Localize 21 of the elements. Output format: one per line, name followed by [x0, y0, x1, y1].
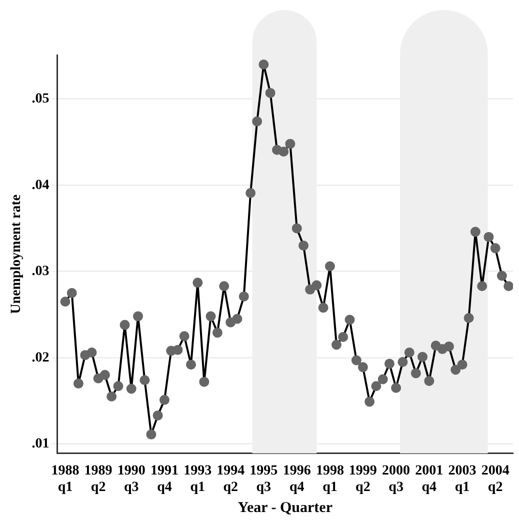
- y-tick-label: .01: [32, 436, 50, 452]
- y-tick-label: .04: [32, 178, 50, 193]
- y-axis-title: Unemployment rate: [9, 194, 24, 314]
- y-tick-label: .02: [32, 350, 50, 366]
- x-tick-label: 1990 q3: [117, 463, 146, 496]
- x-axis-title: Year - Quarter: [238, 500, 333, 516]
- y-tick-label: .03: [32, 264, 50, 280]
- x-tick-label: 1999 q2: [348, 463, 377, 496]
- x-tick-label: 1996 q4: [282, 463, 311, 496]
- x-tick-label: 2004 q2: [481, 463, 510, 496]
- x-tick-label: 1994 q2: [216, 463, 245, 496]
- x-tick-label: 2003 q1: [448, 463, 476, 496]
- x-tick-label: 1995 q3: [250, 463, 278, 496]
- x-tick-label: 1991 q4: [150, 463, 178, 496]
- x-tick-label: 2001 q4: [415, 463, 444, 496]
- y-tick-label: .05: [32, 92, 50, 107]
- x-tick-label: 1988 q1: [51, 463, 80, 496]
- x-tick-label: 1993 q1: [184, 463, 212, 496]
- x-tick-label: 1998 q1: [316, 463, 344, 496]
- x-tick-label: 2000 q3: [382, 463, 410, 496]
- x-tick-label: 1989 q2: [84, 463, 112, 496]
